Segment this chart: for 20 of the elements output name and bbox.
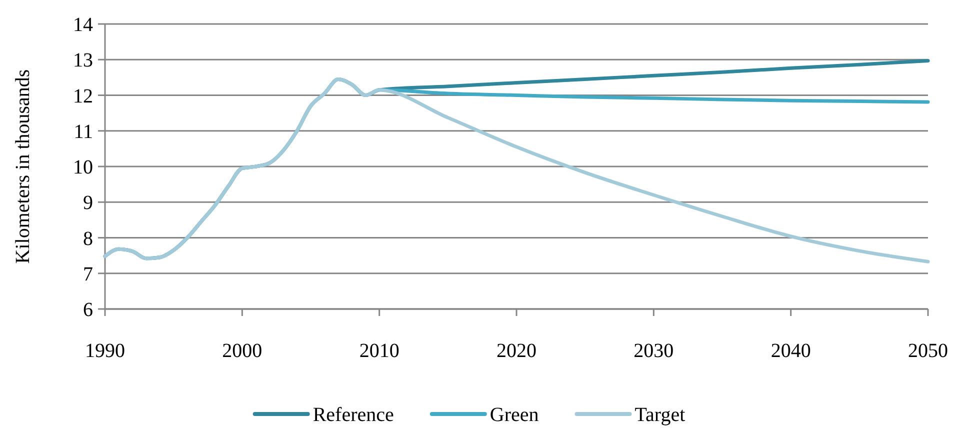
x-tick-label: 2020 <box>496 340 536 362</box>
x-tick-label: 2050 <box>908 340 948 362</box>
y-tick-label: 14 <box>73 14 93 36</box>
y-tick-label: 8 <box>83 228 93 250</box>
y-tick-label: 13 <box>73 50 93 72</box>
legend-label: Target <box>634 404 686 426</box>
y-tick-label: 10 <box>73 156 93 178</box>
x-tick-label: 2000 <box>222 340 262 362</box>
x-tick-label: 2030 <box>634 340 674 362</box>
y-tick-label: 7 <box>83 263 93 286</box>
x-tick-label: 2010 <box>359 340 400 362</box>
legend-label: Reference <box>312 404 394 426</box>
y-axis-title: Kilometers in thousands <box>12 69 34 264</box>
y-tick-label: 11 <box>74 120 93 143</box>
y-tick-label: 9 <box>83 192 93 214</box>
x-tick-label: 2040 <box>770 340 811 362</box>
y-tick-label: 6 <box>83 299 93 321</box>
legend-label: Green <box>490 404 539 426</box>
y-tick-label: 12 <box>73 85 93 108</box>
x-tick-label: 1990 <box>85 340 125 362</box>
